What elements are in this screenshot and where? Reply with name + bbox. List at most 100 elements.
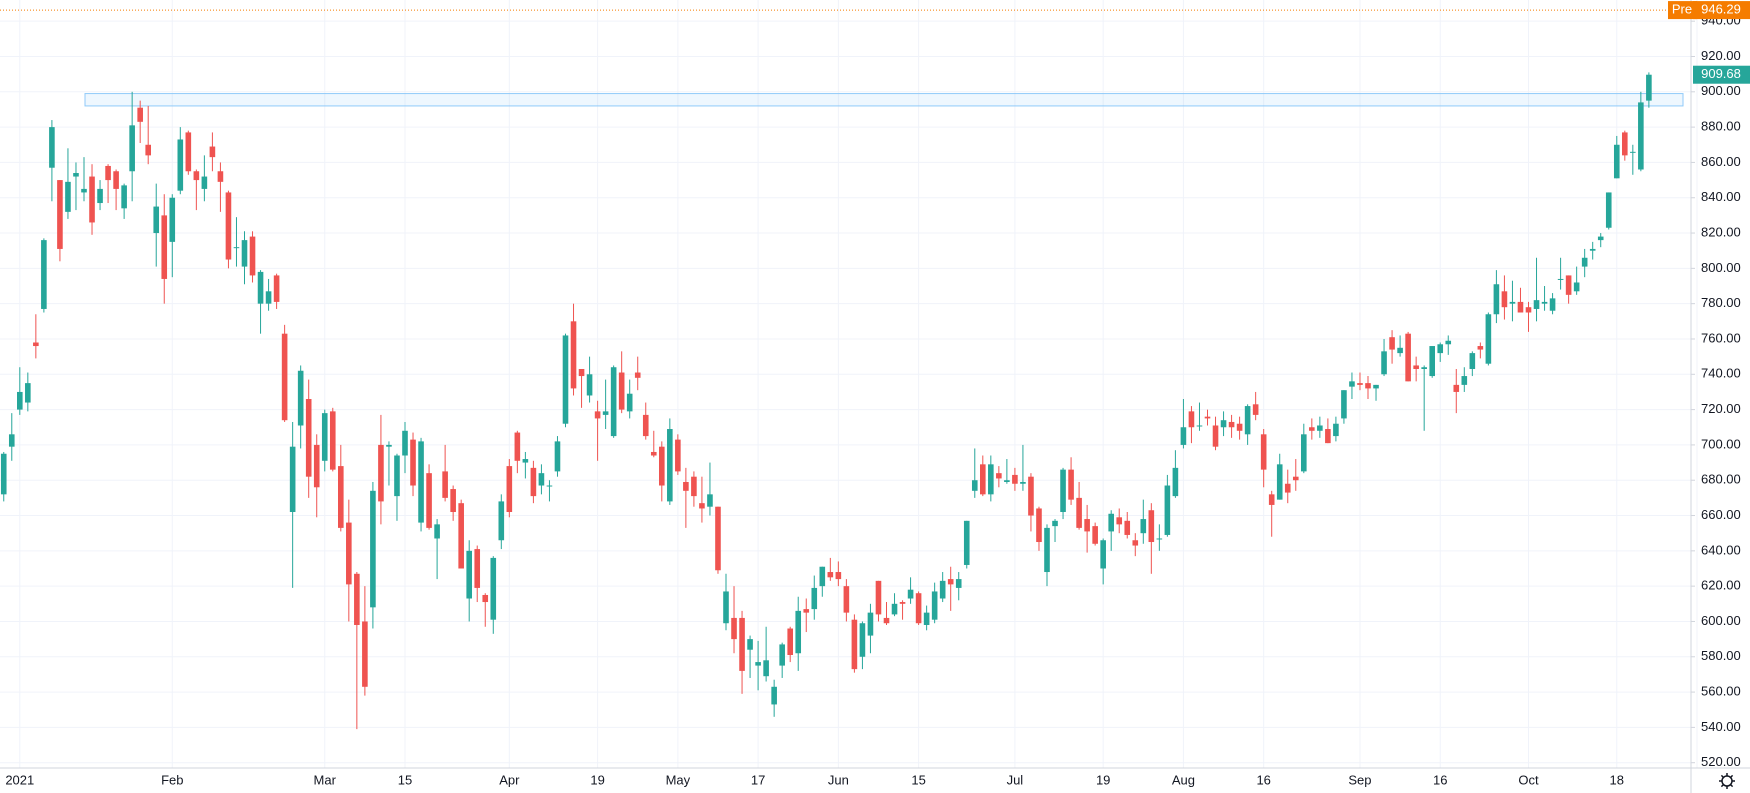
candle-body	[442, 471, 448, 498]
y-tick-label: 740.00	[1701, 366, 1741, 381]
candle-body	[1180, 427, 1187, 445]
candle-body	[530, 467, 537, 497]
y-tick-label: 520.00	[1701, 754, 1741, 769]
candle-body	[1156, 538, 1163, 540]
candle-body	[458, 503, 464, 569]
candle-body	[482, 594, 489, 603]
candle-body	[1525, 307, 1532, 313]
y-tick-label: 720.00	[1701, 401, 1741, 416]
candle-body	[1108, 513, 1114, 532]
candle-body	[1228, 421, 1235, 428]
candle-body	[338, 466, 344, 528]
x-tick-label: May	[666, 772, 691, 787]
candle-body	[1068, 469, 1074, 500]
premarket-tag-box	[1668, 1, 1697, 20]
candle-body	[1533, 300, 1540, 309]
candle-body	[642, 414, 649, 437]
candle-body	[105, 165, 111, 181]
candle-body	[891, 603, 898, 615]
candle-body	[57, 180, 63, 249]
candle-body	[113, 171, 119, 189]
candle-body	[97, 188, 103, 204]
candle-body	[233, 247, 240, 249]
y-tick-label: 560.00	[1701, 684, 1741, 699]
candle-body	[418, 441, 424, 523]
candle-body	[394, 455, 400, 497]
candle-body	[1429, 346, 1435, 377]
candle-body	[843, 586, 850, 613]
candle-body	[538, 473, 545, 486]
candle-body	[1244, 406, 1251, 435]
candle-body	[1477, 346, 1484, 350]
candle-body	[193, 171, 200, 181]
settings-icon[interactable]	[1719, 773, 1735, 789]
candle-body	[65, 181, 71, 212]
candle-body	[659, 446, 665, 486]
candle-body	[1284, 483, 1291, 493]
candle-body	[1638, 102, 1644, 170]
candle-body	[875, 580, 882, 615]
x-tick-label: Sep	[1348, 772, 1371, 787]
candle-body	[209, 146, 216, 158]
candle-body	[1357, 383, 1363, 385]
candle-body	[1164, 485, 1171, 535]
y-tick-label: 900.00	[1701, 83, 1741, 98]
plot-area	[0, 9, 1691, 730]
y-tick-label: 540.00	[1701, 719, 1741, 734]
y-tick-label: 660.00	[1701, 507, 1741, 522]
candle-body	[683, 481, 689, 491]
candle-body	[1204, 416, 1211, 419]
candle-body	[450, 489, 456, 512]
candle-body	[514, 432, 521, 461]
candle-body	[1028, 476, 1034, 516]
candle-body	[1397, 347, 1403, 354]
candle-body	[610, 367, 617, 437]
candle-body	[1124, 520, 1131, 535]
candle-body	[755, 662, 761, 666]
candle-body	[1004, 480, 1010, 482]
candle-body	[1646, 74, 1652, 101]
candle-body	[739, 617, 745, 671]
candle-body	[121, 185, 127, 209]
y-tick-label: 640.00	[1701, 542, 1741, 557]
candle-body	[1381, 351, 1387, 375]
candle-body	[217, 171, 224, 182]
candle-body	[1589, 248, 1596, 251]
candle-body	[971, 480, 978, 491]
candle-body	[1581, 257, 1588, 267]
candle-body	[1020, 481, 1026, 484]
candle-body	[313, 444, 320, 488]
candle-body	[1349, 381, 1355, 387]
x-tick-label: 17	[751, 772, 765, 787]
candle-body	[931, 591, 938, 620]
candle-body	[1549, 298, 1556, 311]
candle-body	[153, 206, 160, 234]
candle-body	[1172, 467, 1179, 497]
candle-body	[996, 473, 1002, 479]
candle-body	[329, 411, 336, 470]
candle-body	[723, 591, 729, 624]
candle-body	[650, 451, 657, 456]
y-tick-label: 700.00	[1701, 436, 1741, 451]
candle-body	[1557, 278, 1564, 280]
candle-body	[1405, 333, 1411, 382]
candle-body	[265, 291, 272, 304]
x-tick-label: Aug	[1172, 772, 1195, 787]
candle-body	[634, 372, 641, 378]
y-tick-label: 840.00	[1701, 189, 1741, 204]
candle-body	[626, 393, 633, 412]
candle-body	[370, 490, 376, 608]
candle-body	[1325, 429, 1331, 444]
candle-body	[1317, 425, 1323, 431]
candle-body	[129, 125, 135, 172]
gear-teeth[interactable]	[1719, 773, 1735, 789]
candle-body	[1196, 425, 1203, 427]
candle-body	[225, 192, 232, 260]
candle-body	[570, 321, 577, 389]
candle-body	[1445, 340, 1452, 345]
x-tick-label: Jun	[828, 772, 849, 787]
candle-body	[0, 453, 7, 495]
x-tick-label: 19	[590, 772, 604, 787]
candle-body	[1509, 301, 1516, 304]
